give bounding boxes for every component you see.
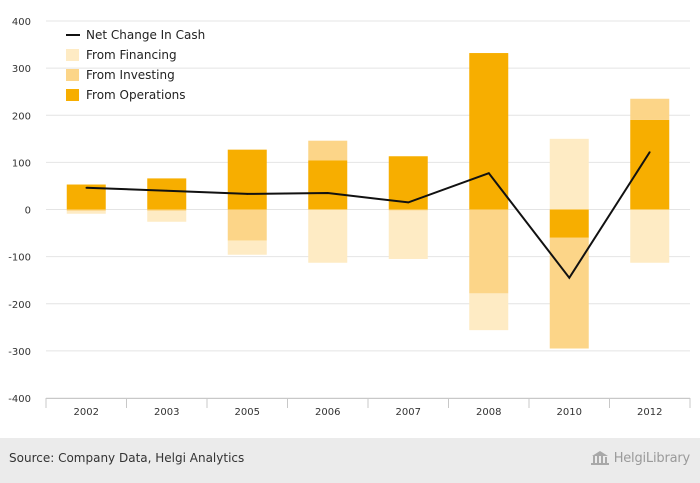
bar-from-investing — [66, 209, 106, 211]
bar-from-financing — [630, 209, 670, 263]
line-point — [326, 192, 329, 194]
bar-from-investing — [227, 209, 267, 241]
line-point — [648, 151, 651, 153]
x-tick-label: 2012 — [637, 407, 662, 418]
y-tick-label: 400 — [12, 17, 31, 28]
legend-label-from-investing: From Investing — [86, 68, 175, 82]
bar-from-investing — [308, 140, 348, 161]
bar-from-financing — [308, 209, 348, 263]
logo-text: HelgiLibrary — [613, 450, 691, 466]
bar-from-financing — [469, 293, 509, 331]
legend-symbol-from-financing — [66, 49, 79, 61]
bar-from-operations — [308, 160, 348, 210]
x-tick-label: 2008 — [476, 407, 501, 418]
line-point — [85, 187, 88, 189]
legend-label-from-financing: From Financing — [86, 48, 177, 62]
x-tick-label: 2010 — [557, 407, 582, 418]
y-tick-label: -100 — [8, 253, 31, 264]
line-point — [568, 277, 571, 279]
line-point — [487, 172, 490, 175]
x-tick-label: 2003 — [154, 407, 179, 418]
y-tick-label: 0 — [25, 206, 31, 217]
library-building-icon — [590, 451, 609, 465]
bar-from-financing — [66, 210, 106, 214]
bar-from-operations — [227, 149, 267, 210]
bar-from-financing — [388, 210, 428, 259]
line-point — [165, 189, 168, 192]
line-point — [246, 193, 249, 195]
bar-from-investing — [388, 209, 428, 211]
y-tick-label: -300 — [8, 347, 31, 358]
legend-label-from-operations: From Operations — [86, 88, 186, 102]
bar-from-financing — [147, 210, 187, 222]
bar-from-investing — [630, 98, 670, 120]
series-line-net-change — [86, 151, 651, 280]
y-tick-label: -400 — [8, 394, 31, 405]
bar-from-investing — [549, 237, 589, 349]
chart-canvas: -400 -300 -200 -100 0 100 200 300 400 2002 2003 200… — [8, 17, 691, 418]
x-tick-label: 2007 — [396, 407, 421, 418]
x-tick-label: 2006 — [315, 407, 340, 418]
helgi-library-logo[interactable]: HelgiLibrary — [590, 450, 690, 466]
bar-from-operations — [630, 119, 670, 210]
y-tick-label: 100 — [12, 158, 31, 169]
legend-symbol-from-operations — [66, 89, 79, 101]
y-tick-label: 200 — [12, 111, 31, 122]
y-tick-label: -200 — [8, 300, 31, 311]
legend-symbol-from-investing — [66, 69, 79, 81]
source-note: Source: Company Data, Helgi Analytics — [9, 451, 245, 465]
x-tick-label: 2002 — [74, 407, 99, 418]
bar-from-operations — [549, 209, 589, 238]
bar-from-operations — [147, 178, 187, 210]
legend-label-net-change-in-cash: Net Change In Cash — [86, 28, 205, 42]
footer: Source: Company Data, Helgi Analytics He… — [0, 438, 700, 483]
bar-from-investing — [469, 209, 509, 294]
line-point — [407, 201, 410, 204]
bar-from-operations — [469, 53, 509, 210]
bar-from-investing — [147, 209, 187, 211]
y-tick-label: 300 — [12, 64, 31, 75]
x-tick-label: 2005 — [235, 407, 260, 418]
bar-from-financing — [549, 138, 589, 210]
bar-from-financing — [227, 240, 267, 255]
